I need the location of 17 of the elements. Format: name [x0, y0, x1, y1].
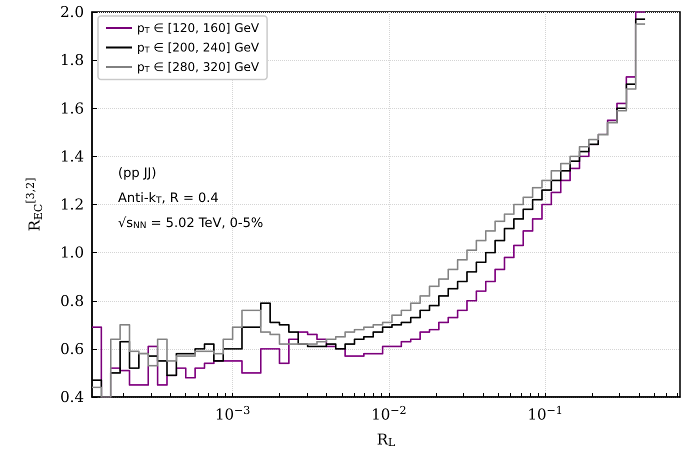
legend-label: pT ∈ [120, 160] GeV — [137, 21, 260, 35]
legend-label: pT ∈ [200, 240] GeV — [137, 40, 260, 54]
y-tick-label: 1.8 — [60, 51, 84, 70]
y-tick-label: 0.8 — [60, 292, 84, 310]
annotation: (pp JJ) — [118, 166, 156, 181]
y-axis-title: REC[3,2] — [24, 178, 45, 232]
y-tick-label: 2.0 — [60, 3, 84, 21]
annotation: √sNN = 5.02 TeV, 0-5% — [118, 216, 264, 231]
annotation: Anti-kT, R = 0.4 — [118, 191, 219, 206]
y-tick-label: 1.2 — [60, 196, 84, 214]
legend-label: pT ∈ [280, 320] GeV — [137, 60, 260, 74]
y-tick-label: 1.4 — [60, 147, 84, 166]
y-tick-label: 0.6 — [60, 340, 84, 358]
y-tick-label: 0.4 — [60, 388, 84, 406]
y-tick-label: 1.6 — [60, 99, 84, 118]
x-axis-title: RL — [376, 430, 396, 449]
y-tick-label: 1.0 — [60, 244, 84, 262]
